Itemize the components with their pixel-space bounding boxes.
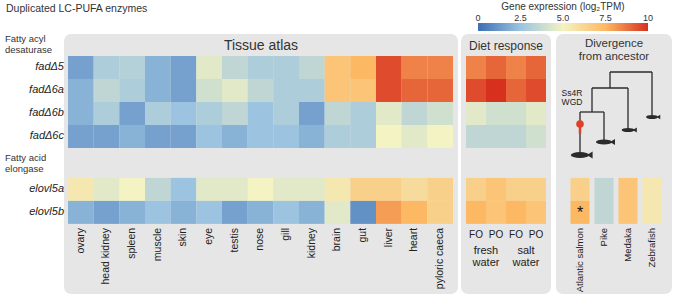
svg-text:elovl5b: elovl5b [29, 205, 64, 217]
svg-text:eye: eye [202, 228, 214, 245]
svg-text:Fatty acyl: Fatty acyl [5, 33, 46, 44]
svg-text:water: water [472, 256, 500, 268]
svg-text:elovl5a: elovl5a [29, 182, 64, 194]
svg-text:kidney: kidney [305, 227, 317, 258]
svg-text:fadΔ6b: fadΔ6b [29, 106, 64, 118]
svg-text:Pike: Pike [598, 228, 609, 246]
svg-text:0: 0 [475, 13, 480, 23]
svg-text:10: 10 [643, 13, 653, 23]
svg-text:Divergence: Divergence [585, 37, 643, 49]
svg-text:Tissue atlas: Tissue atlas [224, 37, 298, 53]
svg-text:fadΔ6a: fadΔ6a [29, 83, 64, 95]
svg-text:gut: gut [356, 228, 368, 243]
svg-text:skin: skin [176, 228, 188, 247]
svg-text:fadΔ6c: fadΔ6c [30, 129, 65, 141]
svg-text:Zebrafish: Zebrafish [646, 228, 657, 268]
svg-text:PO: PO [529, 229, 544, 240]
svg-text:elongase: elongase [5, 163, 44, 174]
svg-text:5.0: 5.0 [557, 13, 570, 23]
svg-text:*: * [577, 204, 583, 221]
svg-text:from ancestor: from ancestor [579, 50, 649, 62]
svg-text:liver: liver [382, 227, 394, 247]
svg-text:Fatty acid: Fatty acid [5, 152, 46, 163]
svg-text:gill: gill [279, 228, 291, 241]
svg-text:head kidney: head kidney [99, 227, 111, 284]
svg-text:FO: FO [469, 229, 483, 240]
svg-text:PO: PO [489, 229, 504, 240]
svg-text:Medaka: Medaka [622, 227, 633, 262]
svg-text:nose: nose [253, 228, 265, 251]
svg-text:pyloric caeca: pyloric caeca [433, 228, 445, 289]
svg-text:Diet response: Diet response [469, 39, 543, 53]
svg-text:spleen: spleen [125, 228, 137, 259]
svg-text:heart: heart [407, 228, 419, 252]
svg-text:fadΔ5: fadΔ5 [35, 60, 65, 72]
svg-text:water: water [512, 256, 540, 268]
svg-text:Ss4R: Ss4R [562, 88, 583, 98]
svg-text:WGD: WGD [562, 97, 583, 107]
svg-text:FO: FO [509, 229, 523, 240]
svg-text:muscle: muscle [151, 228, 163, 261]
svg-text:desaturase: desaturase [5, 44, 52, 55]
svg-text:testis: testis [228, 228, 240, 253]
svg-text:7.5: 7.5 [599, 13, 612, 23]
svg-text:2.5: 2.5 [514, 13, 527, 23]
svg-text:brain: brain [330, 228, 342, 252]
svg-text:Atlantic salmon: Atlantic salmon [574, 228, 585, 292]
svg-text:Gene expression (log₂TPM): Gene expression (log₂TPM) [501, 1, 624, 12]
svg-text:fresh: fresh [474, 244, 498, 256]
svg-text:Duplicated LC-PUFA enzymes: Duplicated LC-PUFA enzymes [6, 2, 147, 14]
svg-text:salt: salt [517, 244, 534, 256]
svg-text:ovary: ovary [74, 227, 86, 253]
